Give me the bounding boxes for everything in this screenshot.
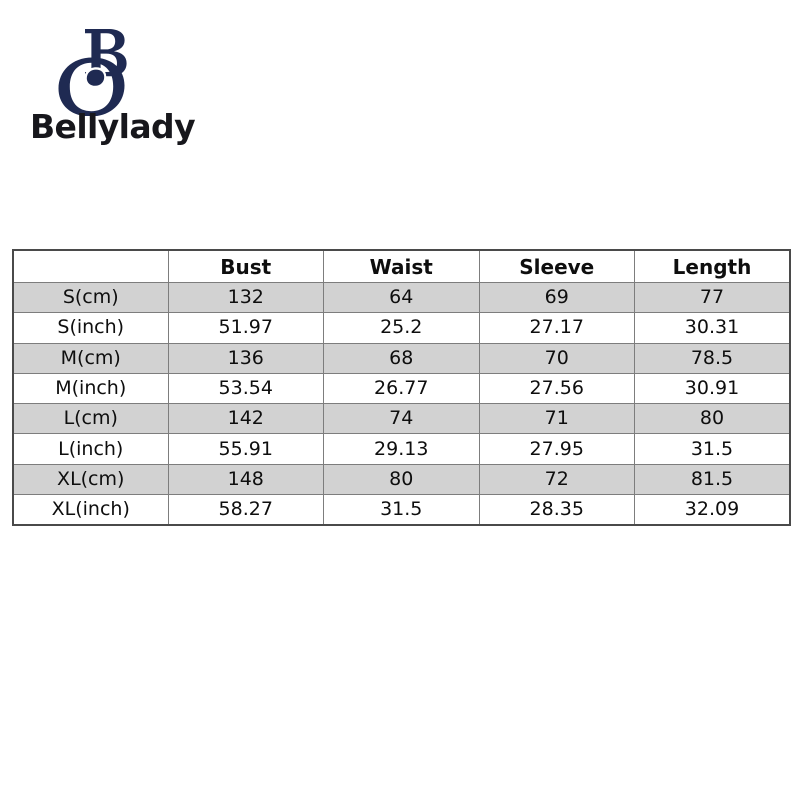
cell-sleeve: 28.35 — [478, 494, 635, 526]
header-cell-waist: Waist — [323, 249, 480, 283]
size-chart: Bust Waist Sleeve Length S(cm) 132 64 69… — [12, 249, 791, 527]
row-label: XL(cm) — [12, 463, 169, 496]
cell-length: 31.5 — [634, 433, 791, 465]
cell-waist: 64 — [323, 281, 480, 314]
cell-waist: 80 — [323, 463, 480, 496]
cell-sleeve: 69 — [478, 281, 635, 314]
header-row: Bust Waist Sleeve Length — [12, 249, 791, 283]
cell-waist: 26.77 — [323, 372, 480, 405]
header-cell-corner — [12, 249, 169, 283]
header-cell-sleeve: Sleeve — [478, 249, 635, 283]
row-label: S(inch) — [12, 312, 169, 344]
table-row: XL(inch) 58.27 31.5 28.35 32.09 — [12, 494, 791, 526]
bo-monogram-icon — [52, 26, 158, 116]
row-label: L(cm) — [12, 403, 169, 435]
header-cell-bust: Bust — [167, 249, 324, 283]
brand-logo: Bellylady — [30, 26, 230, 154]
cell-length: 30.31 — [634, 312, 791, 344]
cell-waist: 31.5 — [323, 494, 480, 526]
cell-sleeve: 27.56 — [478, 372, 635, 405]
cell-sleeve: 71 — [478, 403, 635, 435]
cell-bust: 136 — [167, 342, 324, 374]
table-row: M(inch) 53.54 26.77 27.56 30.91 — [12, 372, 791, 405]
cell-bust: 142 — [167, 403, 324, 435]
cell-waist: 25.2 — [323, 312, 480, 344]
cell-bust: 51.97 — [167, 312, 324, 344]
cell-waist: 68 — [323, 342, 480, 374]
row-label: M(cm) — [12, 342, 169, 374]
cell-bust: 58.27 — [167, 494, 324, 526]
table-row: S(cm) 132 64 69 77 — [12, 281, 791, 314]
header-cell-length: Length — [634, 249, 791, 283]
cell-sleeve: 72 — [478, 463, 635, 496]
table-header: Bust Waist Sleeve Length — [12, 249, 791, 283]
cell-length: 30.91 — [634, 372, 791, 405]
table-body: S(cm) 132 64 69 77 S(inch) 51.97 25.2 27… — [12, 281, 791, 526]
row-label: L(inch) — [12, 433, 169, 465]
row-label: XL(inch) — [12, 494, 169, 526]
cell-length: 77 — [634, 281, 791, 314]
table-row: XL(cm) 148 80 72 81.5 — [12, 463, 791, 496]
table-row: L(inch) 55.91 29.13 27.95 31.5 — [12, 433, 791, 465]
cell-waist: 74 — [323, 403, 480, 435]
row-label: M(inch) — [12, 372, 169, 405]
table-row: M(cm) 136 68 70 78.5 — [12, 342, 791, 374]
cell-bust: 53.54 — [167, 372, 324, 405]
brand-wordmark: Bellylady — [30, 107, 196, 146]
row-label: S(cm) — [12, 281, 169, 314]
table-row: L(cm) 142 74 71 80 — [12, 403, 791, 435]
cell-sleeve: 27.95 — [478, 433, 635, 465]
cell-length: 81.5 — [634, 463, 791, 496]
size-chart-table: Bust Waist Sleeve Length S(cm) 132 64 69… — [12, 249, 791, 527]
cell-bust: 55.91 — [167, 433, 324, 465]
cell-bust: 132 — [167, 281, 324, 314]
cell-length: 78.5 — [634, 342, 791, 374]
cell-length: 80 — [634, 403, 791, 435]
cell-waist: 29.13 — [323, 433, 480, 465]
cell-bust: 148 — [167, 463, 324, 496]
cell-sleeve: 27.17 — [478, 312, 635, 344]
cell-length: 32.09 — [634, 494, 791, 526]
cell-sleeve: 70 — [478, 342, 635, 374]
table-row: S(inch) 51.97 25.2 27.17 30.31 — [12, 312, 791, 344]
